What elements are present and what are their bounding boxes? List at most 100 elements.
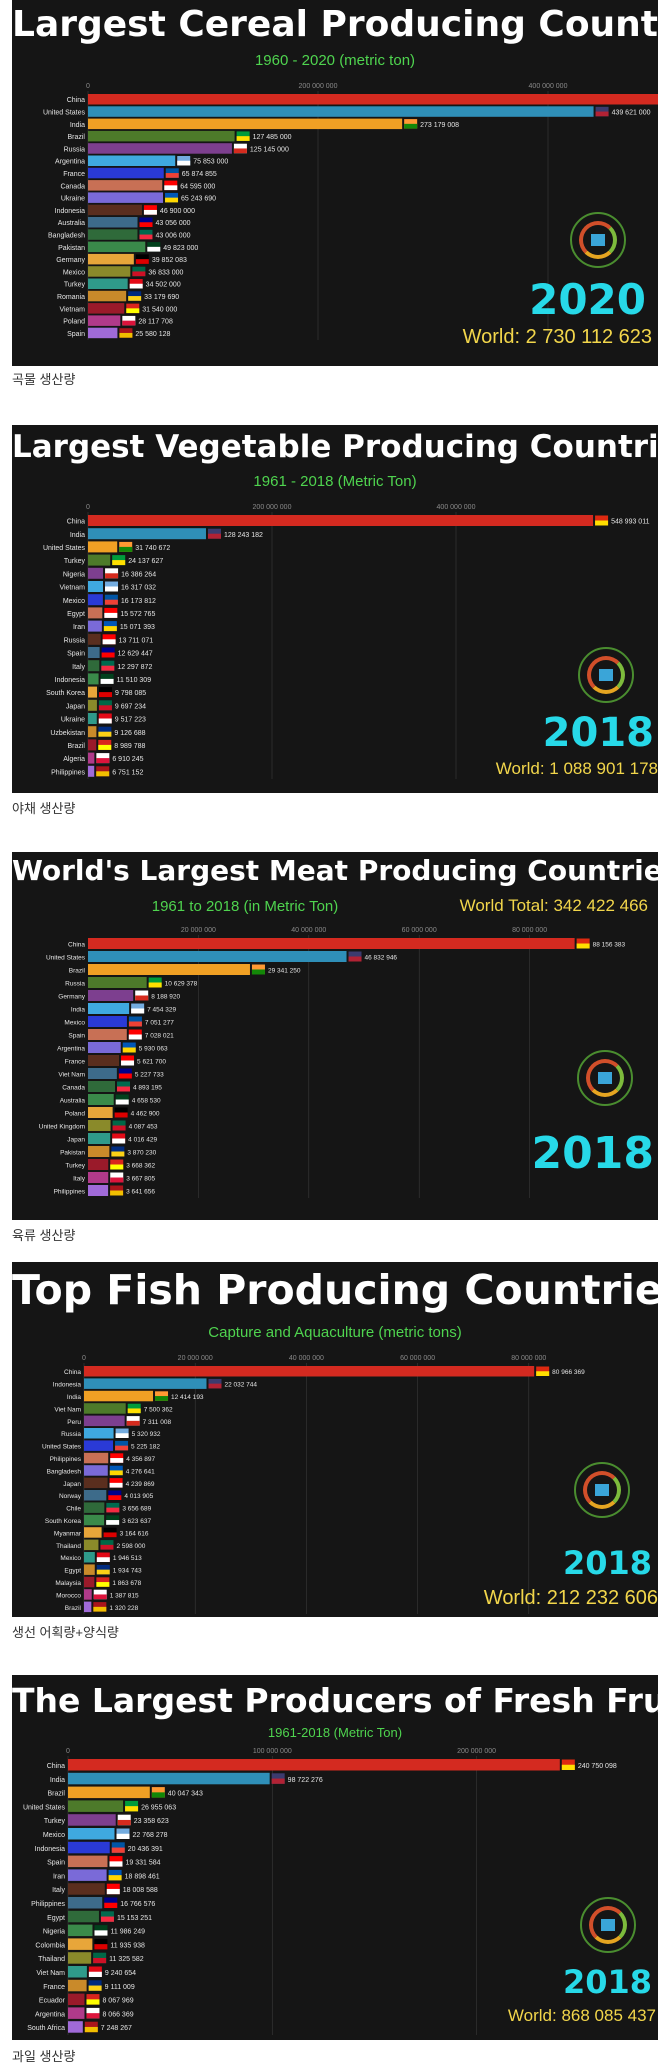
category-label: Bangladesh bbox=[47, 1468, 82, 1475]
value-label: 15 153 251 bbox=[117, 1915, 152, 1922]
value-label: 439 621 000 bbox=[612, 109, 651, 116]
bar bbox=[84, 1490, 107, 1501]
flag-icon bbox=[595, 111, 609, 117]
flag-icon bbox=[98, 705, 112, 711]
category-label: Egypt bbox=[64, 1568, 81, 1575]
category-label: Vietnam bbox=[59, 306, 85, 313]
value-label: 7 500 362 bbox=[144, 1406, 173, 1413]
category-label: Spain bbox=[67, 331, 85, 338]
value-label: 5 320 932 bbox=[132, 1431, 161, 1438]
value-label: 4 658 530 bbox=[132, 1098, 161, 1105]
value-label: 11 510 309 bbox=[117, 677, 152, 684]
flag-icon bbox=[110, 1164, 124, 1170]
flag-icon bbox=[104, 1902, 118, 1908]
flag-icon bbox=[105, 573, 119, 579]
bar bbox=[68, 2021, 83, 2033]
chart-caption: 곡물 생산량 bbox=[12, 372, 76, 387]
bar bbox=[88, 290, 127, 302]
flag-icon bbox=[112, 560, 126, 566]
bar bbox=[88, 143, 232, 154]
bar bbox=[84, 1502, 105, 1513]
x-tick-label: 60 000 000 bbox=[402, 927, 437, 934]
category-label: Nigeria bbox=[43, 1929, 65, 1936]
flag-icon bbox=[108, 1875, 122, 1881]
category-label: Australia bbox=[58, 220, 85, 227]
category-label: Argentina bbox=[35, 2011, 65, 2018]
bar bbox=[88, 1146, 110, 1157]
bar bbox=[88, 94, 658, 105]
chart-title: Largest Cereal Producing Countries bbox=[12, 4, 658, 45]
category-label: China bbox=[67, 519, 85, 526]
value-label: 1 934 743 bbox=[113, 1568, 142, 1575]
bar bbox=[88, 713, 97, 724]
category-label: Mexico bbox=[43, 1832, 65, 1839]
value-label: 33 179 690 bbox=[144, 294, 179, 301]
bar bbox=[88, 581, 104, 592]
value-label: 8 067 969 bbox=[102, 1998, 133, 2005]
category-label: Poland bbox=[63, 319, 85, 326]
flag-icon bbox=[165, 173, 179, 178]
category-label: Russia bbox=[61, 1431, 81, 1438]
value-label: 19 331 584 bbox=[125, 1860, 160, 1867]
value-label: 43 006 000 bbox=[155, 232, 190, 239]
x-tick-label: 0 bbox=[66, 1748, 70, 1755]
chart-title: Top Fish Producing Countries bbox=[12, 1266, 658, 1314]
flag-icon bbox=[100, 678, 114, 684]
flag-icon bbox=[115, 1433, 129, 1438]
category-label: Philippines bbox=[51, 769, 85, 776]
value-label: 34 502 000 bbox=[146, 282, 181, 289]
value-label: 64 595 000 bbox=[180, 183, 215, 190]
category-label: United States bbox=[46, 955, 86, 962]
bar bbox=[88, 554, 111, 566]
bar bbox=[84, 1428, 114, 1439]
flag-icon bbox=[139, 234, 153, 240]
flag-icon bbox=[96, 753, 110, 764]
value-label: 25 580 128 bbox=[135, 331, 170, 338]
value-label: 11 986 249 bbox=[110, 1929, 145, 1936]
flag-icon bbox=[117, 1814, 131, 1826]
flag-icon bbox=[94, 1944, 108, 1950]
flag-icon bbox=[116, 1833, 130, 1839]
world-total: World: 1 088 901 178 bbox=[495, 759, 658, 778]
year-label: 2018 bbox=[562, 1963, 652, 2001]
value-label: 3 164 616 bbox=[120, 1530, 149, 1537]
category-label: India bbox=[71, 1007, 85, 1014]
flag-icon bbox=[236, 136, 250, 141]
category-label: Australia bbox=[60, 1098, 86, 1105]
value-label: 4 893 195 bbox=[133, 1085, 162, 1092]
flag-icon bbox=[109, 1861, 123, 1867]
bar bbox=[88, 204, 142, 216]
flag-icon bbox=[109, 1470, 123, 1476]
flag-icon bbox=[100, 1544, 114, 1550]
value-label: 46 900 000 bbox=[160, 208, 195, 215]
chart-caption: 과일 생산량 bbox=[12, 2049, 76, 2064]
cereal-chart-panel: Largest Cereal Producing Countries 1960 … bbox=[12, 0, 658, 366]
flag-icon bbox=[106, 1507, 120, 1513]
flag-icon bbox=[208, 1383, 222, 1389]
flag-icon bbox=[106, 1883, 120, 1895]
value-label: 2 598 000 bbox=[116, 1543, 145, 1550]
bar bbox=[68, 1952, 92, 1964]
value-label: 5 227 733 bbox=[135, 1072, 164, 1079]
flag-icon bbox=[99, 687, 113, 698]
logo-icon bbox=[578, 647, 634, 703]
category-label: India bbox=[70, 532, 85, 539]
category-label: Bangladesh bbox=[48, 232, 85, 239]
bar bbox=[88, 303, 125, 314]
bar bbox=[84, 1514, 105, 1526]
flag-icon bbox=[98, 718, 112, 724]
value-label: 43 056 000 bbox=[156, 220, 191, 227]
x-tick-label: 200 000 000 bbox=[457, 1748, 496, 1755]
flag-icon bbox=[148, 982, 162, 988]
bar bbox=[88, 726, 97, 738]
bar bbox=[88, 1094, 114, 1105]
value-label: 9 126 688 bbox=[114, 730, 145, 737]
category-label: Brazil bbox=[47, 1791, 65, 1798]
flag-icon bbox=[115, 1445, 129, 1451]
value-label: 125 145 000 bbox=[250, 146, 289, 153]
flag-icon bbox=[88, 1985, 102, 1991]
category-label: Mexico bbox=[63, 269, 85, 276]
value-label: 11 935 938 bbox=[110, 1942, 145, 1949]
bar bbox=[88, 752, 95, 764]
bar bbox=[68, 1966, 87, 1978]
